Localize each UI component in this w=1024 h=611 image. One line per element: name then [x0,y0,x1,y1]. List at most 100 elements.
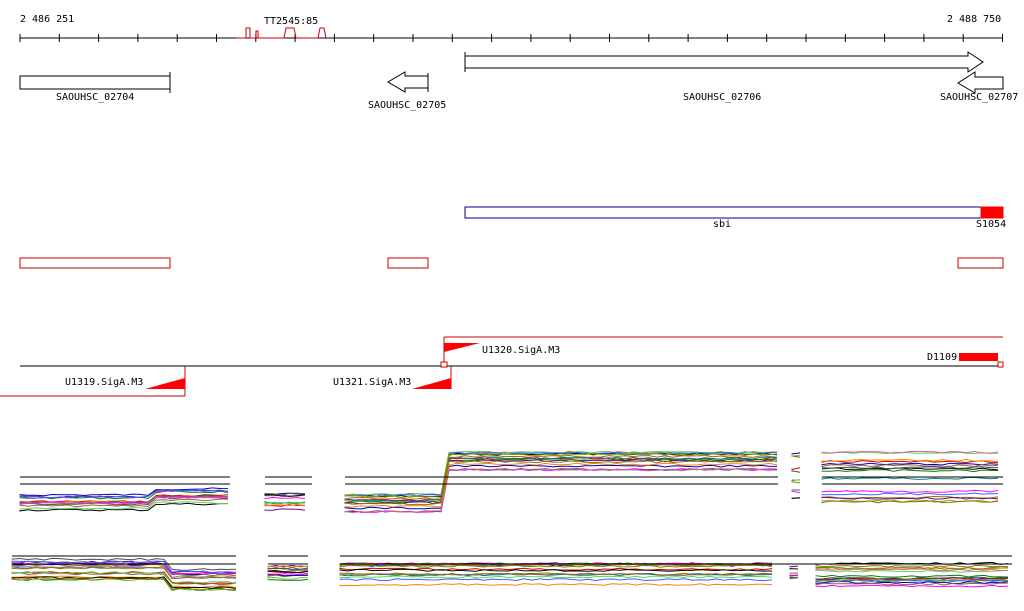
expression-profile-line [267,570,309,574]
ruler-start-label: 2 486 251 [20,14,75,25]
expression-profile-line [264,492,306,496]
promoter-u1320[interactable] [444,343,480,352]
expression-profile-line [789,572,799,574]
expression-profile-line [339,568,773,572]
expression-profile-line [19,487,229,497]
expression-profile-line [821,469,999,473]
expression-profile-line [815,579,1009,583]
ruler-marker-label[interactable]: TT2545:85 [264,16,319,27]
expression-profile-line [11,566,237,580]
coordinate-ruler [19,27,1003,42]
expression-profile-line [267,565,309,568]
expression-profile-line [344,451,778,497]
transcript-d1109-label[interactable]: D1109 [927,352,958,363]
expression-profile-line [11,571,237,584]
expression-profile-line [19,496,229,506]
expression-profile-line [815,574,1009,578]
expression-profile-line [791,454,801,457]
expression-profile-line [19,489,229,499]
feature-sbi-label[interactable]: sbi [713,219,732,230]
feature-d1109[interactable] [959,353,998,361]
expression-profile-line [791,490,801,494]
expression-profile-line [344,460,778,506]
expression-profile-line [821,462,999,466]
expression-profile-line [19,501,229,510]
expression-profile-line [11,557,237,571]
gene-saouhsc-02706[interactable] [464,51,984,73]
annotation-track [464,206,1004,219]
gene-label-02705[interactable]: SAOUHSC_02705 [368,100,447,111]
terminator-marker[interactable] [236,27,327,39]
expression-profile-line [821,458,999,462]
expression-profile-line [821,500,999,504]
expression-profile-line [821,466,998,470]
ruler-end-label: 2 488 750 [947,14,1002,25]
expression-profile-line [267,572,309,575]
expression-profile-line [789,565,799,568]
region-box-1[interactable] [19,257,171,269]
expression-profile-line [339,578,773,582]
expression-profile-line [344,462,778,508]
expression-profile-line [339,575,773,579]
region-box-2[interactable] [387,257,429,269]
expression-profile-line [267,578,309,581]
expression-profile-line [815,566,1009,570]
expression-profile-line [264,508,306,511]
transcript-u1319-label[interactable]: U1319.SigA.M3 [65,377,144,388]
expression-profile-line [264,504,306,507]
expression-profile-line [344,459,778,505]
region-track [19,257,1004,269]
expression-profile-line [11,572,237,586]
expression-profile-line [821,492,999,496]
expression-profile-line [815,569,1009,573]
expression-profile-line [815,576,1009,580]
region-box-3[interactable] [957,257,1004,269]
transcript-u1320-label[interactable]: U1320.SigA.M3 [482,345,561,356]
gene-saouhsc-02704[interactable] [19,75,171,90]
gene-label-02704[interactable]: SAOUHSC_02704 [56,92,135,103]
expression-profile-line [11,576,237,589]
expression-profile-line [821,460,998,464]
expression-profile-line [791,479,801,481]
expression-profile-line [815,578,1009,582]
expression-tracks [11,450,1012,591]
expression-profile-line [791,470,801,473]
expression-profile-line [11,560,237,574]
gene-track [19,51,1004,94]
expression-profile-line [19,498,229,508]
gene-saouhsc-02707[interactable] [957,71,1004,94]
gene-label-02707[interactable]: SAOUHSC_02707 [940,92,1019,103]
expression-profile-line [815,564,1009,568]
expression-profile-line [19,495,229,505]
expression-profile-line [19,502,228,512]
expression-profile-line [339,572,773,576]
expression-profile-line [267,573,309,577]
feature-sbi[interactable] [464,206,982,219]
expression-profile-line [11,577,237,591]
promoter-u1319[interactable] [145,378,185,389]
expression-profile-line [821,450,999,454]
expression-profile-line [11,565,237,579]
expression-profile-line [821,464,999,468]
gene-saouhsc-02705[interactable] [387,71,429,93]
expression-profile-line [264,503,306,507]
expression-profile-line [339,564,773,568]
expression-profile-line [821,467,999,471]
expression-profile-line [264,496,306,500]
ruler-ticks [19,34,1003,42]
feature-s1054-label[interactable]: S1054 [976,219,1007,230]
gene-label-02706[interactable]: SAOUHSC_02706 [683,92,762,103]
expression-profile-line [267,569,309,573]
expression-profile-line [344,453,778,499]
expression-profile-line [344,456,778,502]
expression-profile-line [791,481,801,484]
promoter-u1321[interactable] [412,378,451,389]
expression-profile-line [11,577,237,591]
expression-profile-line [815,584,1009,588]
feature-s1054[interactable] [980,206,1004,219]
expression-profile-line [339,583,773,587]
expression-profile-line [815,568,1009,572]
expression-profile-line [815,582,1009,586]
transcript-u1321-label[interactable]: U1321.SigA.M3 [333,377,412,388]
